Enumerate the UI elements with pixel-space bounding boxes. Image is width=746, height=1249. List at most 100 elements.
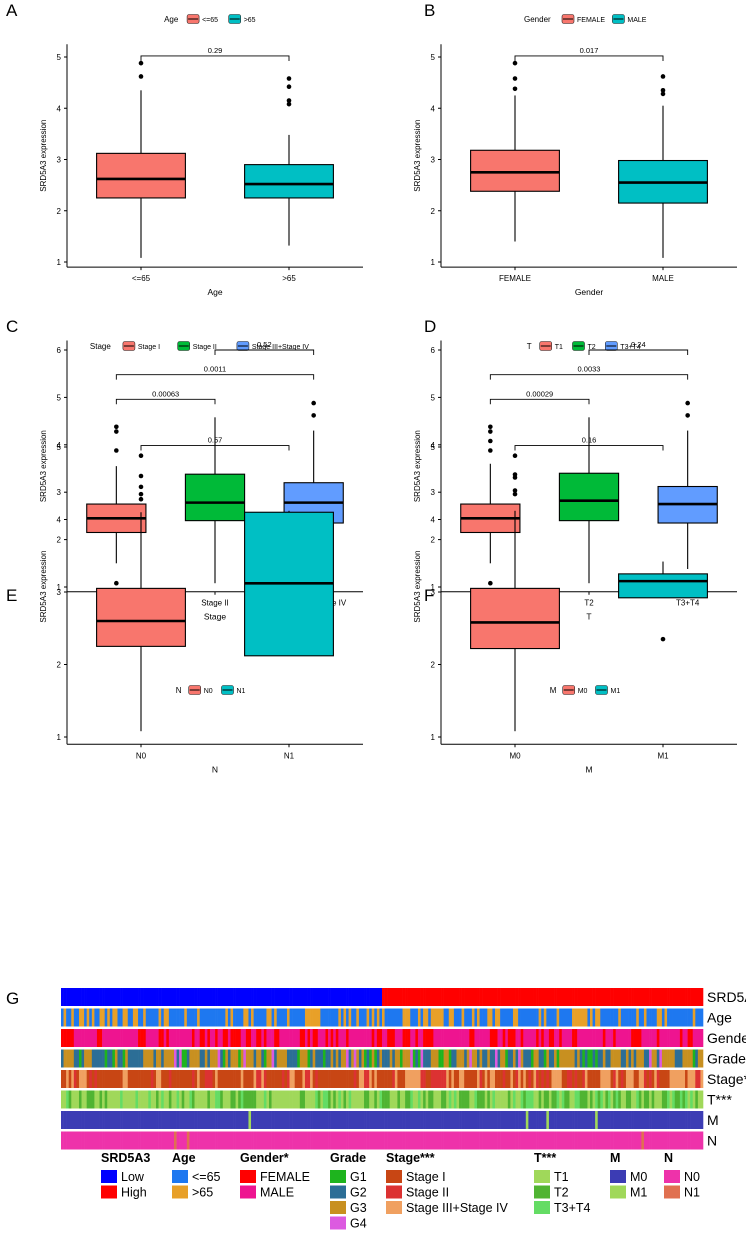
legend-label: G2 <box>350 1186 367 1200</box>
heatmap-cell <box>114 988 118 1006</box>
heatmap-cell <box>651 1090 655 1109</box>
heatmap-cell <box>302 1049 306 1068</box>
heatmap-cell <box>130 1111 134 1129</box>
heatmap-cell <box>659 1070 663 1088</box>
heatmap-cell <box>312 1090 316 1109</box>
heatmap-cell <box>669 1111 673 1129</box>
heatmap-cell <box>145 1070 149 1088</box>
heatmap-cell <box>284 1070 288 1088</box>
heatmap-cell <box>646 1131 650 1150</box>
heatmap-cell <box>376 1049 380 1068</box>
heatmap-cell <box>628 1111 632 1129</box>
heatmap-cell <box>548 1070 552 1088</box>
heatmap-cell <box>389 1049 393 1068</box>
heatmap-cell <box>515 1049 519 1068</box>
heatmap-cell <box>148 1111 152 1129</box>
heatmap-cell <box>685 1111 688 1129</box>
heatmap-cell <box>667 1008 670 1027</box>
heatmap-cell <box>394 1090 398 1109</box>
heatmap-cell <box>664 1090 668 1109</box>
legend-swatch <box>172 1170 188 1183</box>
heatmap-cell <box>274 1111 278 1129</box>
heatmap-cell <box>99 1111 103 1129</box>
heatmap-cell <box>618 1070 622 1088</box>
heatmap-cell <box>189 1070 193 1088</box>
heatmap-cell <box>435 1049 439 1068</box>
heatmap-cell <box>197 1049 200 1068</box>
heatmap-cell <box>492 1131 496 1150</box>
heatmap-cell <box>613 988 616 1006</box>
heatmap-cell <box>541 1029 545 1047</box>
heatmap-cell <box>618 1090 622 1109</box>
heatmap-cell <box>489 1111 493 1129</box>
heatmap-cell <box>438 1070 442 1088</box>
heatmap-cell <box>579 1090 583 1109</box>
heatmap-cell <box>479 1070 483 1088</box>
heatmap-cell <box>161 1111 165 1129</box>
heatmap-cell <box>251 1090 254 1109</box>
heatmap-cell <box>566 1049 570 1068</box>
heatmap-cell <box>430 1049 434 1068</box>
heatmap-cell <box>343 1049 347 1068</box>
heatmap-cell <box>322 1049 326 1068</box>
heatmap-cell <box>322 1008 326 1027</box>
heatmap-cell <box>649 1049 652 1068</box>
heatmap-cell <box>251 1131 254 1150</box>
heatmap-cell <box>281 1070 285 1088</box>
heatmap-cell <box>428 1008 432 1027</box>
heatmap-cell <box>335 1029 339 1047</box>
heatmap-cell <box>489 1049 493 1068</box>
p-value-label: 0.57 <box>208 436 223 445</box>
heatmap-cell <box>364 1111 367 1129</box>
heatmap-cell <box>138 1008 141 1027</box>
heatmap-cell <box>130 1070 134 1088</box>
legend-label: Stage III+Stage IV <box>406 1201 508 1215</box>
heatmap-cell <box>530 988 534 1006</box>
heatmap-cell <box>569 1070 573 1088</box>
heatmap-cell <box>489 988 493 1006</box>
heatmap-cell <box>500 1090 503 1109</box>
heatmap-cell <box>428 1029 432 1047</box>
heatmap-cell <box>541 1131 545 1150</box>
heatmap-cell <box>125 1070 129 1088</box>
heatmap-cell <box>425 1029 429 1047</box>
heatmap-cell <box>510 1111 514 1129</box>
heatmap-cell <box>297 1070 301 1088</box>
heatmap-cell <box>73 1070 77 1088</box>
heatmap-cell <box>510 1029 514 1047</box>
heatmap-cell <box>530 1111 534 1129</box>
box-group: T1 <box>460 424 521 608</box>
heatmap-cell <box>294 988 298 1006</box>
heatmap-cell <box>99 1008 103 1027</box>
heatmap-cell <box>358 1131 362 1150</box>
heatmap-cell <box>258 1049 262 1068</box>
heatmap-cell <box>425 1049 429 1068</box>
heatmap-cell <box>120 1049 123 1068</box>
heatmap-cell <box>135 1070 139 1088</box>
heatmap-cell <box>448 988 452 1006</box>
heatmap-cell <box>559 1131 563 1150</box>
heatmap-cell <box>361 988 365 1006</box>
heatmap-cell <box>189 1049 193 1068</box>
heatmap-cell <box>412 1029 416 1047</box>
heatmap-cell <box>446 988 450 1006</box>
heatmap-cell <box>412 1008 416 1027</box>
heatmap-cell <box>235 1008 239 1027</box>
heatmap-cell <box>512 1029 516 1047</box>
heatmap-cell <box>625 1029 629 1047</box>
heatmap-cell <box>533 1131 537 1150</box>
heatmap-cell <box>281 1008 285 1027</box>
heatmap-cell <box>682 1090 686 1109</box>
heatmap-cell <box>184 1029 188 1047</box>
heatmap-cell <box>189 1131 193 1150</box>
legend-swatch <box>664 1185 680 1199</box>
heatmap-cell <box>554 1008 557 1027</box>
heatmap-cell <box>78 1090 82 1109</box>
y-tick-label: 1 <box>431 733 436 742</box>
heatmap-cell <box>643 988 647 1006</box>
heatmap-cell <box>343 1131 347 1150</box>
heatmap-cell <box>248 1070 252 1088</box>
heatmap-cell <box>687 1090 691 1109</box>
heatmap-cell <box>330 1111 334 1129</box>
heatmap-cell <box>320 988 324 1006</box>
